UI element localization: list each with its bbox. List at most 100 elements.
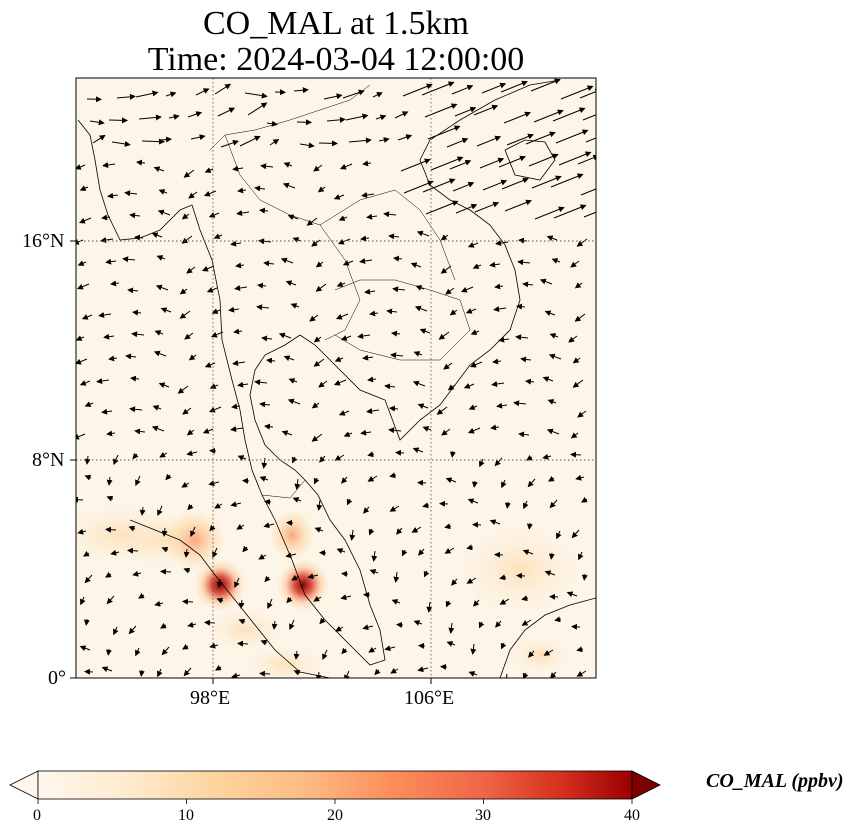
wind-arrow	[106, 595, 115, 605]
wind-arrow	[357, 333, 371, 339]
wind-arrow	[280, 257, 294, 264]
wind-arrow	[201, 265, 215, 272]
wind-arrow	[570, 260, 580, 268]
wind-arrow	[390, 667, 399, 674]
wind-arrow	[549, 499, 558, 509]
axis-ticks	[70, 240, 432, 684]
wind-arrow	[574, 282, 583, 289]
wind-arrow	[238, 618, 246, 625]
wind-arrow	[266, 357, 276, 364]
wind-arrow	[367, 451, 375, 458]
wind-arrow	[269, 139, 280, 146]
wind-arrow	[445, 600, 452, 608]
wind-arrow	[177, 385, 189, 394]
wind-arrow	[76, 335, 85, 341]
wind-arrow	[183, 169, 195, 178]
wind-arrow	[340, 594, 352, 601]
wind-arrow	[230, 240, 242, 247]
wind-arrow	[422, 502, 430, 509]
wind-arrow	[259, 401, 271, 408]
wind-arrow	[393, 255, 403, 262]
wind-arrow	[566, 591, 578, 598]
wind-arrow	[313, 336, 322, 343]
wind-arrow	[258, 553, 267, 560]
wind-arrow	[490, 424, 500, 431]
wind-arrow	[338, 215, 348, 221]
lon-tick-98E: 98°E	[190, 687, 231, 709]
wind-arrow	[472, 521, 482, 528]
wind-arrow	[182, 407, 192, 415]
wind-arrow	[84, 668, 94, 675]
wind-arrow	[506, 133, 534, 146]
colorbar	[9, 770, 661, 804]
wind-arrow	[113, 626, 119, 636]
wind-arrow	[460, 286, 474, 293]
wind-arrow	[364, 288, 376, 295]
wind-arrow	[482, 179, 508, 191]
wind-arrow	[151, 425, 165, 432]
wind-arrow	[105, 526, 117, 533]
wind-arrow	[76, 433, 86, 440]
wind-arrow	[576, 646, 584, 653]
wind-arrow	[575, 474, 585, 481]
wind-arrow	[449, 309, 458, 316]
wind-arrow	[413, 620, 423, 626]
wind-arrow	[214, 83, 232, 95]
wind-arrow	[315, 261, 324, 268]
wind-arrow	[335, 625, 344, 632]
wind-arrow	[523, 500, 529, 510]
wind-arrow	[534, 206, 565, 220]
wind-arrow	[291, 574, 300, 581]
wind-arrow	[190, 134, 206, 141]
wind-arrow	[254, 379, 268, 386]
wind-arrow	[360, 429, 372, 436]
wind-arrow	[346, 498, 353, 506]
colorbar-tick-40: 40	[624, 807, 640, 824]
wind-arrow	[156, 255, 166, 261]
wind-arrow	[160, 622, 167, 629]
wind-arrow	[496, 402, 508, 409]
wind-arrow	[127, 287, 139, 294]
wind-arrow	[235, 262, 245, 269]
wind-arrow	[105, 648, 112, 656]
wind-arrow	[122, 256, 136, 263]
wind-arrow	[525, 131, 556, 145]
wind-arrow	[359, 258, 373, 264]
wind-arrow	[78, 217, 92, 224]
wind-arrow	[187, 503, 194, 511]
wind-arrow	[527, 478, 536, 488]
wind-arrow	[571, 623, 581, 630]
wind-arrow	[299, 142, 315, 149]
wind-arrow	[135, 647, 141, 657]
wind-arrow	[230, 426, 244, 432]
wind-arrow	[311, 239, 321, 247]
wind-arrow	[333, 194, 345, 200]
wind-arrow	[579, 88, 596, 99]
wind-arrow	[503, 111, 531, 124]
wind-arrow	[267, 598, 273, 610]
wind-arrow	[422, 178, 456, 193]
wind-arrow	[494, 551, 504, 558]
wind-arrow	[181, 213, 190, 220]
wind-arrow	[254, 185, 266, 192]
wind-arrow	[154, 330, 164, 336]
wind-arrow	[129, 212, 141, 219]
wind-arrow	[447, 384, 456, 391]
colorbar-tick-0: 0	[33, 807, 41, 824]
colorbar-tick-30: 30	[475, 807, 491, 824]
wind-arrow	[313, 358, 325, 367]
wind-arrow	[157, 209, 171, 216]
wind-arrow	[539, 278, 553, 285]
wind-arrow	[294, 478, 301, 490]
wind-arrow	[530, 78, 561, 92]
wind-arrow	[390, 352, 404, 359]
wind-arrow	[237, 381, 249, 388]
wind-arrow	[472, 263, 482, 269]
wind-arrow	[232, 165, 244, 172]
wind-arrow	[165, 91, 177, 98]
wind-arrow	[419, 328, 431, 335]
wind-arrow	[106, 495, 114, 502]
wind-arrow	[237, 187, 247, 194]
wind-arrow	[182, 643, 189, 650]
wind-arrow	[153, 350, 167, 357]
